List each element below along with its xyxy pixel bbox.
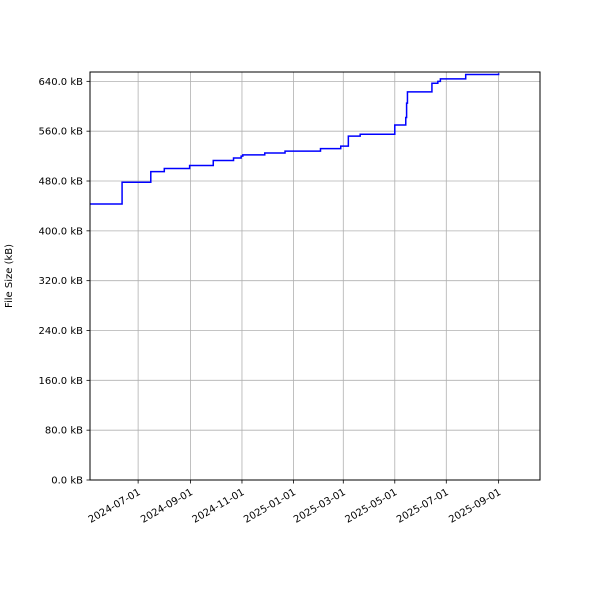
y-axis: 0.0 kB 80.0 kB 160.0 kB 240.0 kB 320.0 kB 400… [39,77,90,487]
y-tick-label: 160.0 kB [39,376,84,387]
y-tick-label: 560.0 kB [39,127,84,138]
series-line [90,73,500,205]
x-axis: 2024-07-012024-09-012024-11-012025-01-01… [87,480,503,526]
x-tick-label: 2024-11-01 [191,487,247,526]
plot-frame [89,71,541,481]
x-tick-label: 2025-05-01 [343,487,399,526]
y-tick-label: 320.0 kB [39,276,84,287]
y-tick-label: 480.0 kB [39,177,84,188]
y-tick-label: 80.0 kB [45,426,83,437]
y-tick-label: 0.0 kB [51,476,83,487]
y-tick-label: 640.0 kB [39,77,84,88]
x-tick-label: 2025-01-01 [242,487,298,526]
y-tick-label: 240.0 kB [39,326,84,337]
x-tick-label: 2025-09-01 [447,487,503,526]
x-tick-label: 2025-03-01 [292,487,348,526]
y-tick-label: 400.0 kB [39,226,84,237]
x-tick-label: 2024-09-01 [139,487,195,526]
x-tick-label: 2024-07-01 [87,487,143,526]
grid-lines [90,72,540,481]
data-layer [90,73,500,205]
x-tick-label: 2025-07-01 [395,487,451,526]
y-axis-label: File Size (kB) [4,244,15,308]
